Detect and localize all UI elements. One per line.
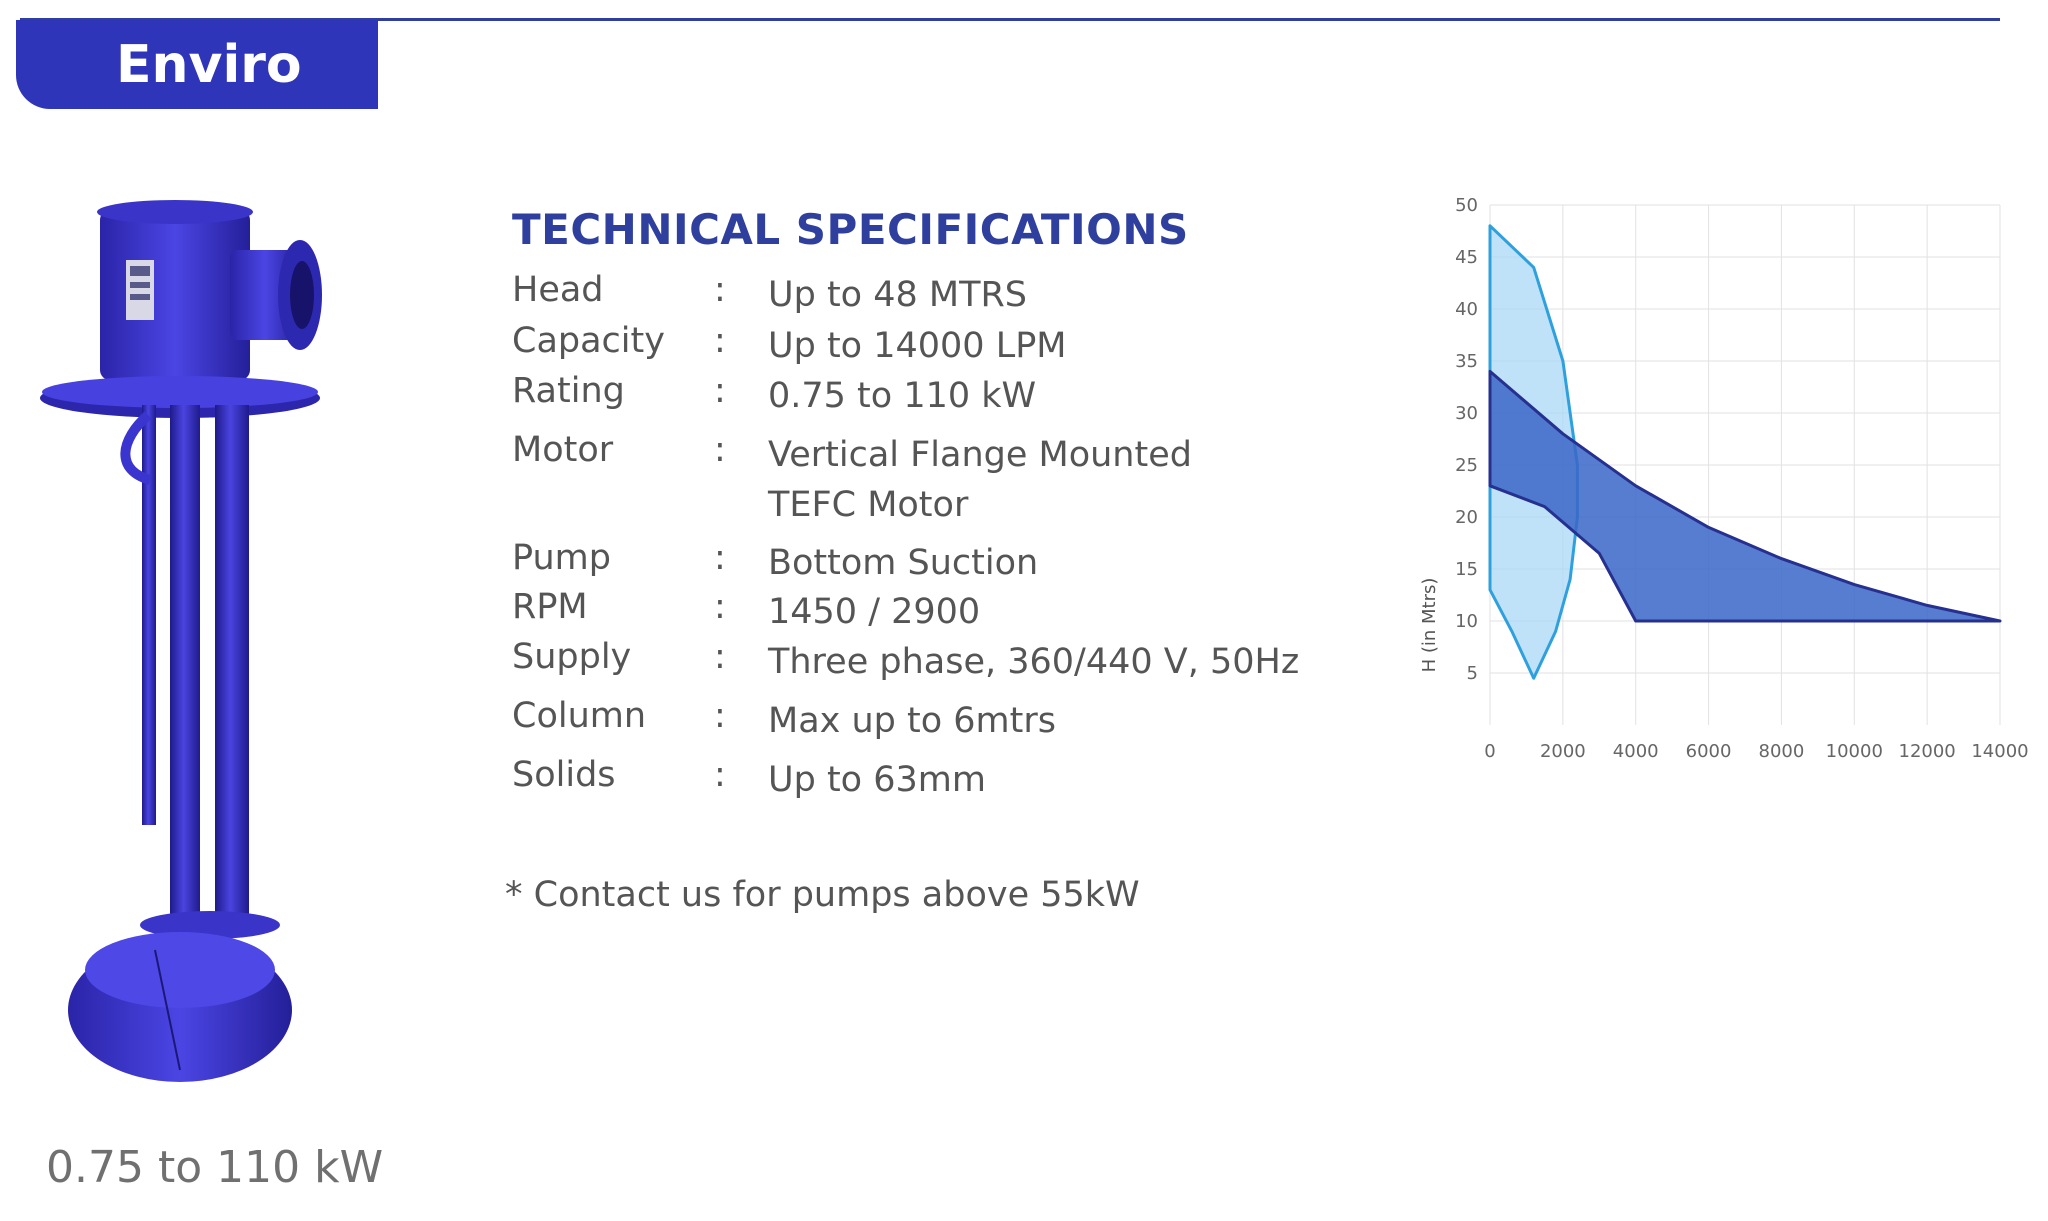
spec-value: Max up to 6mtrs bbox=[768, 701, 1056, 741]
x-tick-label: 12000 bbox=[1899, 741, 1956, 762]
spec-label: Solids bbox=[512, 755, 616, 795]
y-tick-label: 15 bbox=[1455, 559, 1478, 580]
spec-value-line2: TEFC Motor bbox=[768, 485, 969, 525]
spec-separator: : bbox=[714, 587, 726, 627]
spec-label: Motor bbox=[512, 430, 614, 470]
y-tick-label: 10 bbox=[1455, 611, 1478, 632]
spec-label: Pump bbox=[512, 538, 611, 578]
spec-separator: : bbox=[714, 371, 726, 411]
top-rule bbox=[20, 18, 2000, 21]
spec-value: Bottom Suction bbox=[768, 543, 1039, 583]
y-tick-label: 20 bbox=[1455, 507, 1478, 528]
spec-separator: : bbox=[714, 637, 726, 677]
x-tick-label: 6000 bbox=[1686, 741, 1732, 762]
spec-value: 0.75 to 110 kW bbox=[768, 376, 1037, 416]
spec-separator: : bbox=[714, 538, 726, 578]
spec-separator: : bbox=[714, 696, 726, 736]
performance-chart: 0 2000 4000 6000 8000 10000 12000 14000 5 10 15 20 2… bbox=[1419, 195, 2029, 762]
y-axis-label: H (in Mtrs) bbox=[1419, 578, 1440, 673]
rating-caption: 0.75 to 110 kW bbox=[46, 1142, 384, 1193]
y-tick-label: 35 bbox=[1455, 351, 1478, 372]
y-tick-label: 45 bbox=[1455, 247, 1478, 268]
spec-heading: TECHNICAL SPECIFICATIONS bbox=[512, 205, 1189, 254]
pump-image bbox=[40, 200, 322, 1082]
y-tick-label: 40 bbox=[1455, 299, 1478, 320]
x-tick-label: 4000 bbox=[1613, 741, 1659, 762]
x-tick-label: 2000 bbox=[1540, 741, 1586, 762]
y-tick-label: 50 bbox=[1455, 195, 1478, 216]
chart-areas bbox=[1488, 224, 2002, 680]
spec-label: Rating bbox=[512, 371, 625, 411]
y-tick-label: 25 bbox=[1455, 455, 1478, 476]
y-tick-label: 5 bbox=[1467, 663, 1478, 684]
spec-value: Three phase, 360/440 V, 50Hz bbox=[768, 642, 1300, 682]
page-title: Enviro bbox=[16, 20, 378, 109]
x-tick-label: 10000 bbox=[1826, 741, 1883, 762]
spec-value: Up to 63mm bbox=[768, 760, 986, 800]
footnote: * Contact us for pumps above 55kW bbox=[505, 875, 1140, 915]
spec-separator: : bbox=[714, 430, 726, 470]
x-tick-label: 8000 bbox=[1759, 741, 1805, 762]
spec-label: Supply bbox=[512, 637, 632, 677]
chart-ticks: 0 2000 4000 6000 8000 10000 12000 14000 5 10 15 20 2… bbox=[1455, 195, 2029, 762]
spec-label: Head bbox=[512, 270, 604, 310]
operating-region-2 bbox=[1488, 369, 2002, 623]
x-tick-label: 0 bbox=[1484, 741, 1495, 762]
spec-separator: : bbox=[714, 321, 726, 361]
spec-label: RPM bbox=[512, 587, 588, 627]
spec-value: Up to 48 MTRS bbox=[768, 275, 1027, 315]
spec-separator: : bbox=[714, 270, 726, 310]
spec-label: Column bbox=[512, 696, 647, 736]
spec-separator: : bbox=[714, 755, 726, 795]
spec-label: Capacity bbox=[512, 321, 665, 361]
x-tick-label: 14000 bbox=[1971, 741, 2028, 762]
spec-value: Vertical Flange Mounted bbox=[768, 435, 1192, 475]
y-tick-label: 30 bbox=[1455, 403, 1478, 424]
spec-value: Up to 14000 LPM bbox=[768, 326, 1067, 366]
spec-value: 1450 / 2900 bbox=[768, 592, 981, 632]
